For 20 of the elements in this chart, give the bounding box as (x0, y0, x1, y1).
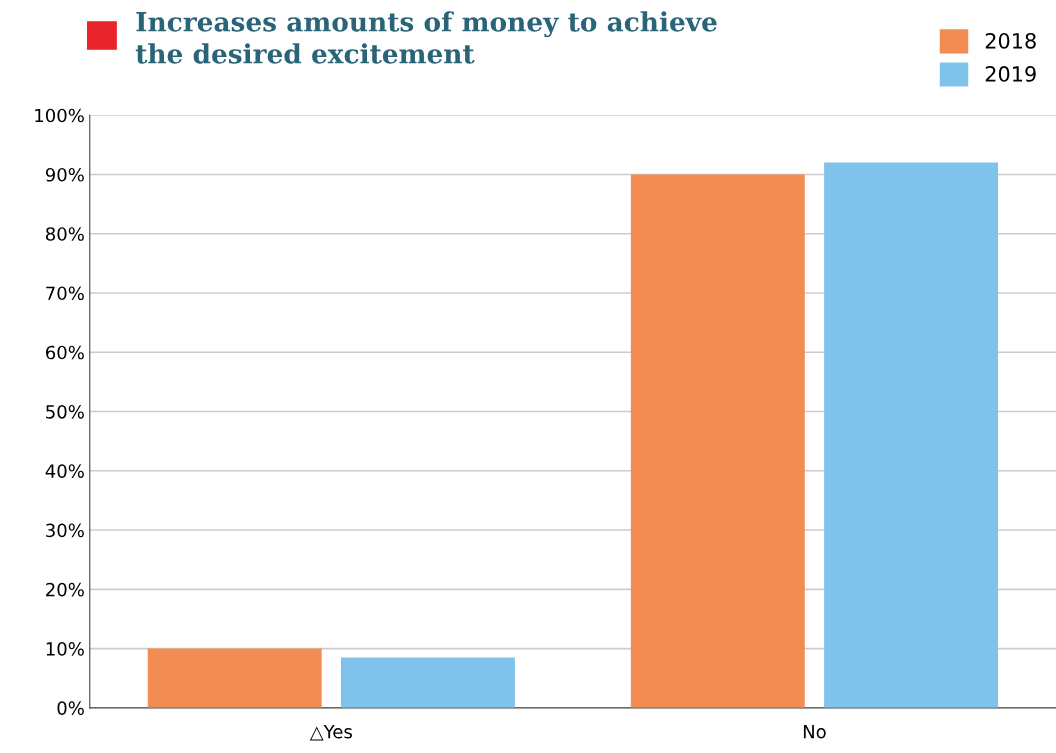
legend-label: 2018 (985, 32, 1036, 49)
y-tick-label: 0% (57, 701, 84, 715)
y-tick-label: 80% (45, 227, 84, 241)
bar (147, 648, 322, 708)
y-tick-label: 20% (46, 582, 84, 597)
legend-label: 2019 (985, 66, 1036, 82)
y-tick-label: 40% (45, 464, 84, 478)
y-tick-label: 70% (46, 286, 84, 301)
bar (340, 657, 515, 708)
y-tick-label: 60% (46, 345, 84, 360)
y-tick-label: 50% (46, 404, 84, 419)
y-tick-label: 10% (46, 642, 84, 656)
y-tick-label: 100% (35, 108, 84, 123)
chart-title: Increases amounts of money to achieve the desired excitement (135, 11, 717, 64)
x-tick-label: No (803, 725, 826, 739)
bar (824, 162, 999, 708)
x-tick-label: △Yes (309, 725, 352, 741)
bar (630, 174, 805, 708)
y-tick-label: 30% (46, 523, 84, 538)
y-tick-label: 90% (45, 167, 84, 182)
